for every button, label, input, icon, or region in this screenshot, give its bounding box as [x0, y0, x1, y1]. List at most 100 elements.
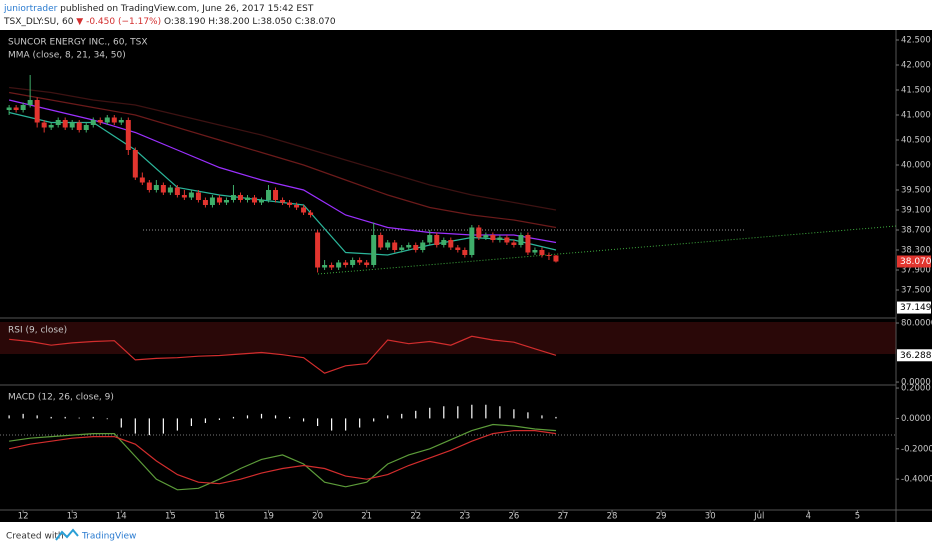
candle-body — [216, 197, 222, 203]
x-tick-label: 21 — [361, 512, 372, 522]
candle-body — [104, 117, 110, 123]
y-tick-label: 39.100 — [901, 206, 931, 216]
histogram-bar — [359, 418, 361, 428]
indicator-legend: MMA (close, 8, 21, 34, 50) — [8, 51, 126, 61]
candle-body — [462, 250, 468, 255]
y-tick-label: 42.000 — [901, 61, 931, 71]
histogram-bar — [204, 418, 207, 423]
candle-body — [357, 260, 363, 263]
histogram-bar — [260, 413, 263, 419]
y-tick-label: 0.0000 — [901, 414, 931, 424]
candle-body — [146, 182, 152, 190]
symbol: TSX_DLY:SU, 60 — [3, 17, 76, 27]
price-label: 38.070 — [900, 257, 932, 267]
candle-body — [237, 195, 243, 200]
logo — [55, 528, 79, 541]
histogram-bar — [120, 418, 122, 428]
candle-body — [343, 262, 349, 265]
y-tick-label: 38.300 — [901, 246, 931, 256]
x-tick-label: 23 — [459, 512, 470, 522]
histogram-bar — [22, 413, 24, 419]
candle-body — [308, 212, 314, 215]
y-tick-label: 40.500 — [901, 136, 931, 146]
histogram-bar — [162, 418, 164, 434]
histogram-bar — [106, 418, 108, 420]
candle-body — [294, 205, 300, 208]
y-tick-label: 38.700 — [901, 226, 931, 236]
histogram-bar — [302, 418, 305, 422]
histogram-bar — [443, 406, 445, 419]
candle-body — [167, 187, 173, 193]
value-label-box — [897, 349, 932, 362]
candle-body — [455, 247, 461, 250]
candle-body — [476, 227, 482, 238]
panel-title: SUNCOR ENERGY INC., 60, TSX — [8, 38, 148, 48]
histogram-bar — [190, 418, 192, 427]
candle-body — [188, 192, 194, 198]
histogram-bar — [429, 407, 431, 419]
histogram-bar — [457, 406, 459, 419]
candle-body — [55, 120, 61, 125]
panel-title: MACD (12, 26, close, 9) — [8, 393, 114, 403]
candle-body — [41, 122, 47, 128]
candle-body — [195, 192, 201, 200]
candle-body — [350, 260, 356, 265]
candle-body — [406, 245, 412, 248]
candle-body — [336, 262, 342, 268]
candle-body — [6, 107, 12, 110]
candle-body — [132, 150, 138, 178]
candle-body — [34, 100, 40, 123]
histogram-bar — [176, 418, 178, 431]
candle-body — [48, 125, 54, 128]
x-tick-label: 29 — [656, 512, 667, 522]
histogram-bar — [499, 406, 501, 419]
candle-body — [469, 227, 475, 255]
candle-body — [259, 200, 265, 203]
histogram-bar — [274, 415, 277, 419]
x-tick-label: 16 — [214, 512, 225, 522]
histogram-bar — [232, 416, 235, 419]
price-label-box — [897, 255, 931, 268]
ohlc: O:38.190 H:38.200 L:38.050 C:38.070 — [161, 17, 336, 27]
candle-body — [490, 235, 496, 240]
histogram-bar — [8, 415, 10, 419]
candle-body — [546, 255, 552, 256]
histogram-bar — [527, 412, 529, 419]
x-tick-label: 19 — [263, 512, 274, 522]
rsi-line — [9, 335, 557, 374]
histogram-bar — [555, 416, 557, 419]
x-tick-label: 5 — [855, 512, 860, 522]
author[interactable]: juniortrader — [3, 4, 58, 14]
rsi-band — [0, 322, 896, 354]
trend-line — [317, 225, 897, 275]
candle-body — [153, 185, 159, 190]
x-tick-label: 22 — [410, 512, 421, 522]
candle-body — [553, 255, 559, 262]
value-label: 36.2883 — [900, 351, 932, 361]
histogram-bar — [36, 415, 38, 419]
candle-body — [244, 197, 250, 200]
candle-body — [518, 235, 524, 245]
x-tick-label: 13 — [67, 512, 78, 522]
histogram-bar — [64, 416, 66, 419]
candle-body — [111, 117, 117, 123]
x-tick-label: 12 — [18, 512, 29, 522]
candle-body — [160, 185, 166, 193]
x-tick-label: 28 — [607, 512, 618, 522]
candle-body — [27, 100, 33, 105]
y-tick-label: 37.500 — [901, 286, 931, 296]
candle-body — [287, 202, 293, 205]
header-line1: juniortrader published on TradingView.co… — [3, 4, 314, 14]
candle-body — [223, 200, 229, 203]
x-tick-label: Jul — [753, 512, 764, 522]
macd-line — [8, 430, 557, 485]
footer-brand[interactable]: TradingView — [81, 532, 136, 542]
y-tick-label: -0.2000 — [901, 444, 932, 454]
candle-body — [301, 207, 307, 213]
y-tick-label: 0.0000 — [901, 378, 931, 388]
y-tick-label: 39.500 — [901, 186, 931, 196]
x-tick-label: 26 — [508, 512, 519, 522]
histogram-bar — [92, 416, 94, 419]
x-tick-label: 14 — [116, 512, 127, 522]
